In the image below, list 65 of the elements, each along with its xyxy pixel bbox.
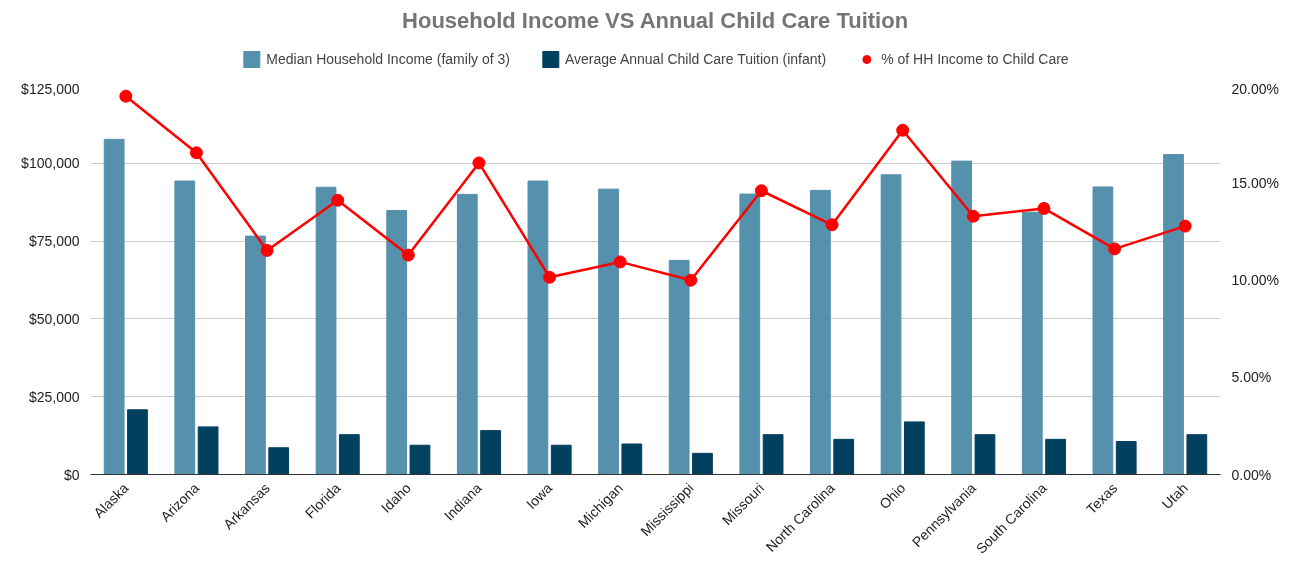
bar	[480, 430, 501, 475]
y-tick-label: $75,000	[28, 233, 80, 250]
point	[260, 243, 274, 257]
y-tick-label: $125,000	[21, 80, 80, 97]
bar	[880, 174, 902, 475]
bar	[903, 421, 925, 475]
y2-tick-label: 10.00%	[1231, 272, 1279, 288]
y-tick-label: $100,000	[21, 155, 80, 172]
bar	[1186, 434, 1208, 475]
bar	[174, 180, 196, 475]
bar	[739, 193, 761, 475]
bar	[1115, 441, 1137, 475]
x-tick-label: Utah	[1158, 479, 1191, 513]
bar	[833, 438, 855, 475]
bar	[692, 452, 713, 475]
point	[189, 146, 203, 160]
y2-tick-label: 0.00%	[1231, 466, 1272, 483]
bar	[268, 447, 290, 475]
bar	[409, 444, 431, 475]
point	[401, 248, 415, 262]
point	[1108, 242, 1122, 256]
bar	[197, 426, 219, 475]
point	[543, 270, 557, 284]
point	[613, 255, 627, 269]
bar	[598, 188, 619, 475]
bar	[974, 434, 996, 475]
point	[966, 209, 980, 223]
bar	[1045, 438, 1066, 475]
bar	[810, 189, 831, 475]
point	[754, 184, 768, 198]
bar	[315, 186, 337, 475]
x-tick-label: Ohio	[876, 479, 909, 513]
y2-tick-label: 20.00%	[1231, 80, 1279, 97]
bar	[456, 193, 478, 475]
point	[331, 193, 345, 207]
bar	[103, 138, 125, 475]
bar	[550, 444, 572, 475]
bar	[1021, 211, 1043, 475]
bar	[527, 180, 549, 475]
chart-title: Household Income VS Annual Child Care Tuition	[402, 7, 909, 33]
bar	[621, 443, 643, 475]
bar	[951, 160, 973, 475]
bar	[1163, 154, 1184, 475]
y-tick-label: $0	[63, 466, 80, 483]
point	[896, 123, 910, 137]
y2-tick-label: 15.00%	[1231, 174, 1279, 191]
point	[1178, 219, 1192, 233]
y-tick-label: $50,000	[28, 310, 80, 327]
bar	[1092, 186, 1114, 475]
point	[1037, 201, 1051, 215]
y2-tick-label: 5.00%	[1231, 369, 1272, 386]
bar	[762, 434, 784, 475]
y-tick-label: $25,000	[28, 388, 80, 405]
point	[472, 156, 486, 170]
bar	[127, 409, 148, 475]
legend-label: Average Annual Child Care Tuition (infant)	[564, 50, 827, 67]
point	[684, 273, 698, 287]
legend-label: Median Household Income (family of 3)	[266, 50, 510, 67]
bar	[338, 434, 360, 475]
point	[825, 218, 839, 232]
point	[119, 89, 133, 103]
bar	[668, 259, 690, 475]
bar	[386, 210, 408, 475]
bar	[245, 235, 266, 475]
legend-label: % of HH Income to Child Care	[881, 50, 1069, 67]
